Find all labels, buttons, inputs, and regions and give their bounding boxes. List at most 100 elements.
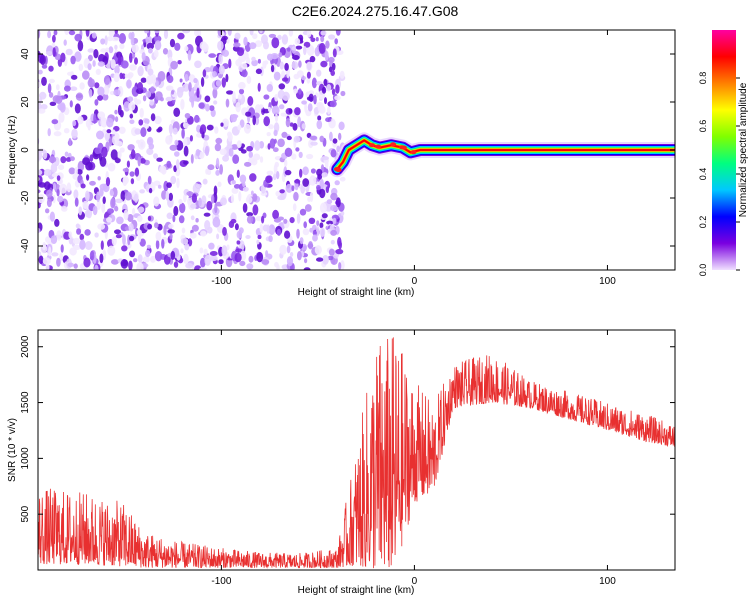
noise-blob — [111, 135, 120, 146]
y-tick-label: 40 — [20, 48, 31, 60]
noise-blob — [153, 196, 160, 207]
noise-blob — [328, 248, 335, 256]
noise-blob — [106, 117, 114, 128]
noise-blob — [114, 44, 118, 50]
noise-blob — [129, 250, 136, 258]
x-axis-label-top: Height of straight line (km) — [298, 287, 415, 298]
noise-blob — [257, 82, 261, 92]
noise-blob — [48, 156, 57, 164]
noise-blob — [321, 156, 329, 161]
noise-blob — [220, 122, 224, 127]
noise-blob — [323, 78, 328, 87]
noise-blob — [294, 107, 301, 116]
noise-blob — [38, 189, 41, 194]
noise-blob — [109, 188, 114, 196]
noise-blob — [211, 194, 215, 204]
noise-blob — [247, 96, 254, 106]
noise-blob — [147, 223, 153, 230]
noise-blob — [306, 45, 315, 56]
noise-blob — [277, 34, 282, 41]
noise-blob — [230, 218, 237, 224]
noise-blob — [245, 111, 252, 117]
noise-blob — [38, 194, 45, 204]
noise-blob — [38, 108, 46, 114]
noise-blob — [291, 185, 295, 192]
noise-blob — [259, 30, 263, 34]
axis-ticks-bottom: -100 0 100 500 1000 1500 2000 — [20, 330, 675, 587]
noise-blob — [243, 36, 248, 47]
noise-blob — [70, 156, 75, 162]
noise-blob — [42, 257, 51, 265]
noise-blob — [130, 149, 136, 160]
noise-blob — [267, 53, 273, 61]
noise-blob — [237, 124, 242, 131]
noise-blob — [286, 245, 291, 254]
noise-blob — [181, 227, 186, 234]
noise-blob — [47, 30, 52, 39]
noise-blob — [137, 215, 143, 222]
noise-blob — [74, 103, 81, 114]
signal-peak — [375, 144, 382, 149]
noise-blob — [155, 231, 162, 241]
noise-blob — [133, 97, 138, 103]
noise-blob — [128, 260, 133, 270]
noise-blob — [58, 112, 65, 123]
noise-blob — [87, 54, 93, 62]
noise-blob — [45, 236, 51, 244]
colorbar-bar — [712, 30, 736, 270]
noise-blob — [254, 40, 263, 48]
noise-blob — [252, 204, 259, 216]
noise-blob — [153, 180, 161, 186]
noise-blob — [50, 235, 58, 245]
noise-blob — [286, 69, 290, 79]
noise-blob — [98, 53, 106, 63]
noise-blob — [242, 203, 248, 213]
noise-blob — [183, 145, 189, 157]
noise-blob — [327, 255, 334, 261]
noise-blob — [180, 237, 189, 245]
noise-blob — [216, 233, 220, 240]
noise-blob — [194, 114, 200, 123]
noise-blob — [106, 129, 112, 134]
noise-blob — [110, 197, 116, 209]
noise-blob — [46, 198, 52, 208]
noise-blob — [100, 117, 108, 128]
noise-blob — [268, 124, 274, 130]
signal-peak — [390, 142, 397, 147]
noise-blob — [78, 63, 84, 72]
noise-blob — [254, 116, 260, 126]
noise-blob — [263, 94, 270, 100]
noise-blob — [336, 145, 340, 153]
y-tick-label: -40 — [20, 238, 31, 253]
noise-blob — [117, 54, 122, 66]
noise-blob — [329, 131, 333, 142]
y-tick-label: 1500 — [20, 391, 31, 414]
noise-blob — [241, 63, 248, 70]
noise-blob — [140, 127, 147, 138]
noise-blob — [173, 107, 181, 118]
noise-blob — [284, 169, 292, 176]
noise-blob — [251, 56, 256, 62]
noise-blob — [325, 40, 330, 49]
noise-blob — [273, 173, 277, 181]
noise-blob — [236, 47, 245, 56]
noise-blob — [252, 33, 258, 40]
noise-blob — [316, 184, 321, 191]
noise-blob — [99, 156, 107, 167]
noise-blob — [82, 157, 91, 166]
noise-blob — [235, 102, 241, 113]
noise-blob — [131, 86, 139, 97]
noise-blob — [78, 206, 83, 216]
noise-blob — [190, 215, 195, 221]
noise-blob — [279, 189, 285, 194]
noise-blob — [302, 166, 309, 176]
noise-blob — [86, 174, 90, 181]
noise-blob — [204, 67, 212, 73]
noise-blob — [159, 165, 167, 174]
noise-blob — [129, 52, 133, 63]
noise-blob — [118, 126, 126, 134]
noise-blob — [38, 169, 43, 176]
noise-blob — [324, 50, 329, 61]
noise-blob — [263, 116, 271, 127]
noise-blob — [146, 244, 151, 249]
